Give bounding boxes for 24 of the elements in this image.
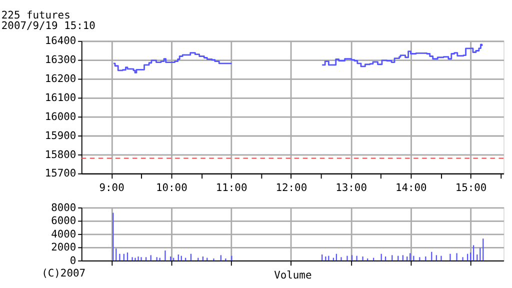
y-tick-label: 16200 [44,73,76,86]
y-tick-label: 8000 [51,202,76,214]
y-tick-label: 15700 [44,168,76,180]
y-tick-label: 16000 [44,110,76,123]
text: (C)2007 [42,268,86,280]
x-tick-label: 12:00 [276,182,308,194]
y-tick-label: 16100 [44,92,76,104]
x-tick-label: 14:00 [395,182,427,194]
y-tick-label: 15900 [44,130,76,142]
x-axis-title: Volume [274,269,312,282]
y-tick-label: 16400 [44,35,76,48]
x-tick-label: 15:00 [455,182,487,194]
y-tick-label: 15800 [44,148,76,161]
y-tick-label: 16300 [44,54,76,66]
x-tick-label: 11:00 [216,182,248,194]
x-tick-label: 13:00 [336,182,367,194]
chart-title: 225 futures [1,10,70,22]
y-tick-label: 0 [70,254,76,267]
y-tick-label: 6000 [51,215,76,228]
x-tick-label: 10:00 [156,182,188,194]
y-tick-label: 2000 [51,242,76,254]
chart-subtitle: 2007/9/19 15:10 [1,20,96,32]
y-tick-label: 4000 [51,228,76,240]
x-tick-label: 9:00 [99,182,124,194]
